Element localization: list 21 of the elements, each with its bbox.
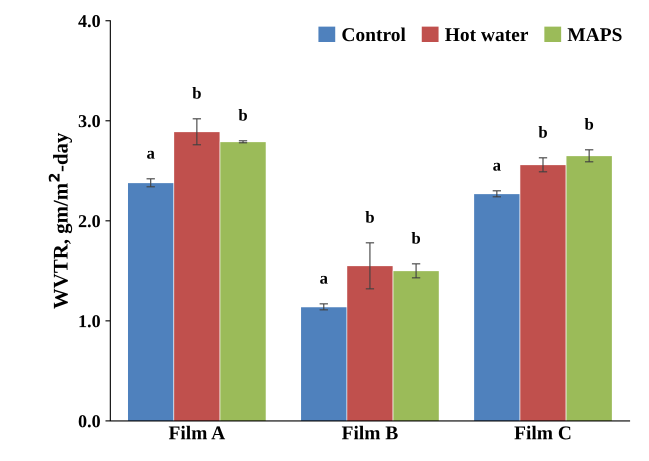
x-tick-label: Film B [342, 426, 398, 440]
annotation: a [147, 150, 155, 159]
annotation: b [238, 109, 247, 121]
annotation: b [584, 118, 594, 130]
legend-label: MAPS [568, 28, 622, 42]
x-tick-label: Film A [168, 426, 226, 440]
legend-label: Hot water [445, 28, 528, 42]
annotation: b [412, 232, 420, 244]
y-axis-title: WVTR, gm/m$^{2}$-day [48, 132, 72, 309]
annotation: a [320, 276, 328, 284]
x-tick-label: Film C [514, 426, 570, 440]
annotation: a [493, 162, 501, 171]
y-tick-label: 0.0 [78, 415, 100, 428]
y-tick-label: 2.0 [78, 215, 100, 228]
annotation: b [192, 87, 201, 99]
annotation: b [538, 126, 547, 138]
y-tick-label: 3.0 [78, 115, 100, 128]
y-tick-label: 4.0 [78, 15, 100, 28]
annotation: b [366, 211, 374, 223]
y-tick-label: 1.0 [79, 315, 100, 328]
legend-label: Control [342, 28, 406, 42]
